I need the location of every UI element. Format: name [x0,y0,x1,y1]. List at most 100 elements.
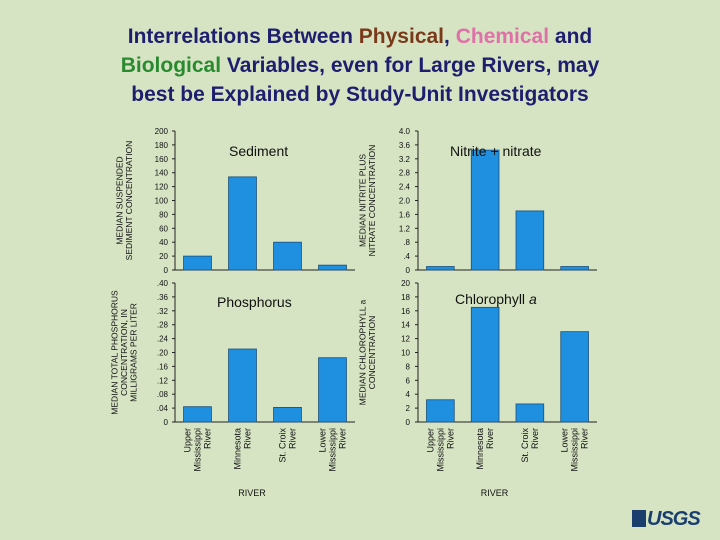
y-tick-label: 20 [401,279,410,288]
y-tick-label: .20 [157,349,169,358]
panel-label: Chlorophyll a [455,291,537,307]
category-label: Lower [560,428,570,453]
y-axis-label: CONCENTRATION, IN [119,309,129,396]
y-tick-label: 60 [159,224,168,233]
y-tick-label: 4.0 [399,127,411,136]
y-tick-label: 1.6 [399,210,411,219]
title-physical: Physical [358,25,445,48]
y-tick-label: 200 [155,127,169,136]
bar-4 [318,264,347,271]
y-tick-label: 2.8 [399,169,411,178]
panel-label: Sediment [229,143,288,159]
usgs-logo: USGS [632,508,704,530]
x-axis-label: RIVER [481,488,509,498]
y-tick-label: .8 [403,238,410,247]
y-tick-label: 0 [406,418,411,427]
y-tick-label: 20 [159,252,168,261]
bar-4 [560,266,589,271]
y-tick-label: 0 [164,266,169,275]
panel-label: Nitrite + nitrate [450,143,542,159]
y-axis-label: MILLIGRAMS PER LITER [129,303,139,402]
category-label: Minnesota [475,428,485,470]
y-tick-label: .32 [157,307,169,316]
category-label: Upper [183,428,193,453]
y-tick-label: 3.2 [399,155,411,164]
y-tick-label: .40 [157,279,169,288]
y-tick-label: .36 [157,293,169,302]
y-axis-label: SEDIMENT CONCENTRATION [124,141,134,261]
y-tick-label: 8 [406,362,411,371]
y-tick-label: 120 [155,183,169,192]
chart-panel-4: 0 2 4 6 8 10 12 14 16 18 20 MEDIAN CHLOROPHYLL a CON… [357,279,597,498]
category-label: River [445,428,455,449]
panel-label: Phosphorus [217,294,292,310]
bar-4 [318,357,347,423]
x-axis-label: RIVER [238,488,266,498]
bar-1 [183,406,212,423]
category-label: St. Croix [278,428,288,463]
y-tick-label: 2.0 [399,197,411,206]
y-axis-label: CONCENTRATION [367,316,377,390]
title-line3: best be Explained by Study-Unit Investig… [131,83,589,106]
y-tick-label: 14 [401,321,410,330]
title-part3: Variables, even for Large Rivers, may [221,54,600,77]
bar-1 [426,266,455,271]
y-tick-label: 16 [401,307,410,316]
category-label: River [243,428,253,449]
y-tick-label: 160 [155,155,169,164]
y-tick-label: 1.2 [399,224,411,233]
panel-label-italic: a [529,291,537,307]
y-tick-label: 6 [406,376,411,385]
usgs-logo-text: USGS [647,508,701,530]
y-tick-label: .04 [157,404,169,413]
title-part2: and [549,25,593,48]
bar-3 [273,241,302,271]
bar-2 [228,348,257,423]
title-chemical: Chemical [455,25,550,48]
y-tick-label: 4 [406,390,411,399]
category-label: Mississippi [435,428,445,472]
bar-2 [470,306,500,423]
y-tick-label: 2 [406,404,411,413]
y-tick-label: 0 [406,266,411,275]
bar-1 [426,399,455,423]
y-tick-label: .28 [157,321,169,330]
category-label: River [203,428,213,449]
y-tick-label: .16 [157,362,169,371]
category-label: River [580,428,590,449]
category-label: River [338,428,348,449]
y-tick-label: 80 [159,210,168,219]
category-label: River [288,428,298,449]
y-axis-label: MEDIAN TOTAL PHOSPHORUS [110,290,120,415]
y-tick-label: 12 [401,335,410,344]
y-axis-label: MEDIAN CHLOROPHYLL a [357,299,367,405]
y-tick-label: .4 [403,252,410,261]
usgs-logo-mark [632,510,646,527]
y-tick-label: 10 [401,349,410,358]
bar-2 [470,149,500,271]
y-tick-label: .24 [157,335,169,344]
y-tick-label: 3.6 [399,141,411,150]
y-tick-label: 18 [401,293,410,302]
y-tick-label: 100 [155,197,169,206]
category-label: River [485,428,495,449]
y-axis-label: MEDIAN SUSPENDED [114,156,124,244]
category-label: Lower [318,428,328,453]
category-label: River [530,428,540,449]
bar-1 [183,255,212,271]
chart-panel-3: 0 .04 .08 .12 .16 .20 .24 .28 .32 .36 .40 MEDIAN TO… [110,279,355,498]
chart-panel-1: 0 20 40 60 80 100 120 140 160 180 200 MEDIAN SUSPEN… [114,127,355,275]
category-label: Mississippi [193,428,203,472]
bar-3 [515,210,545,271]
category-label: Upper [425,428,435,453]
bar-3 [515,403,545,423]
y-axis-label: MEDIAN NITRITE PLUS [357,154,367,247]
y-tick-label: 2.4 [399,183,411,192]
category-label: Minnesota [233,428,243,470]
y-tick-label: 40 [159,238,168,247]
y-tick-label: .08 [157,390,169,399]
slide-title: Interrelations Between Physical, Chemica… [40,22,680,109]
chart-panel-2: 0 .4 .8 1.2 1.6 2.0 2.4 2.8 3.2 3.6 4.0 MEDIAN NITR… [357,127,597,275]
title-comma: , [444,25,456,48]
